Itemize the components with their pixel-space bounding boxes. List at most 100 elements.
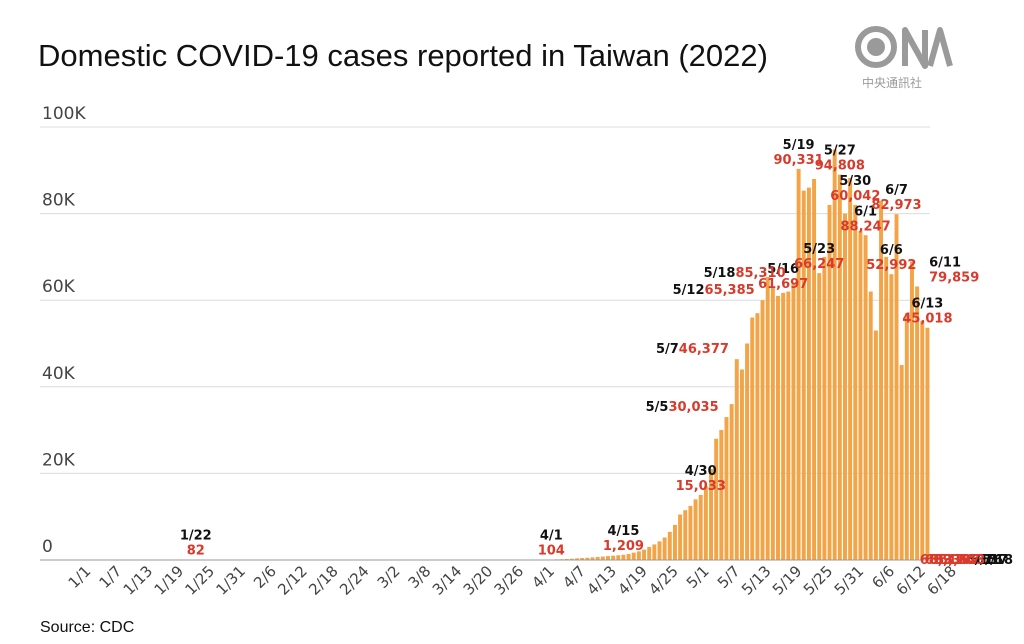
- y-tick-label: 100K: [42, 104, 86, 124]
- data-label-value: 68,939: [920, 553, 970, 568]
- data-label-date: 5/5: [646, 400, 669, 415]
- data-label-date: 5/7: [656, 342, 679, 357]
- data-label: 6/652,992: [866, 243, 916, 273]
- data-label-date: 5/27: [824, 144, 856, 159]
- data-label-value: 1,209: [603, 539, 644, 554]
- x-tick-label: 2/18: [305, 562, 342, 599]
- bar: [894, 214, 899, 560]
- bar: [812, 178, 817, 560]
- bar: [889, 274, 894, 560]
- bar: [719, 429, 724, 560]
- data-label-date: 5/30: [839, 174, 871, 189]
- data-label-value: 55,187: [930, 553, 980, 568]
- y-tick-label: 40K: [42, 364, 76, 384]
- x-tick-label: 4/1: [528, 562, 558, 592]
- bar: [667, 531, 672, 560]
- y-tick-label: 0: [42, 537, 53, 557]
- bar: [765, 276, 770, 560]
- data-label-value: 79,859: [929, 270, 979, 285]
- data-label: 5/18 85,310: [704, 266, 786, 281]
- data-label-date: 6/17: [976, 553, 1008, 568]
- bar: [636, 551, 641, 560]
- bar: [621, 554, 626, 560]
- bar: [791, 282, 796, 560]
- data-label: 5/7 46,377: [656, 342, 729, 357]
- bar: [652, 544, 657, 560]
- bar: [693, 499, 698, 560]
- bar: [925, 327, 930, 560]
- bar: [750, 317, 755, 560]
- bar: [569, 558, 574, 560]
- data-label: 4/151,209: [603, 524, 644, 554]
- data-label-value: 104: [538, 544, 565, 559]
- data-label: 6/188,247: [841, 204, 891, 234]
- data-label-value: 82,973: [871, 198, 921, 213]
- data-label-value: 65,385: [705, 283, 755, 298]
- x-tick-label: 4/19: [614, 562, 651, 599]
- bar: [595, 556, 600, 560]
- bar: [611, 555, 616, 560]
- x-tick-label: 2/12: [274, 562, 311, 599]
- data-label-date: 6/6: [880, 243, 903, 258]
- bar: [580, 558, 585, 560]
- bar: [879, 200, 884, 561]
- bar: [837, 174, 842, 560]
- bar: [786, 291, 791, 560]
- bar: [729, 404, 734, 560]
- bar: [564, 558, 569, 560]
- bar: [724, 417, 729, 560]
- data-label-date: 4/1: [540, 529, 563, 544]
- x-tick-label: 5/25: [800, 562, 837, 599]
- bar: [858, 230, 863, 561]
- x-tick-label: 3/2: [374, 562, 404, 592]
- bar: [873, 330, 878, 560]
- cna-logo: 中央通訊社: [855, 26, 953, 90]
- bar: [575, 558, 580, 560]
- data-label-value: 82: [187, 544, 205, 559]
- y-tick-label: 20K: [42, 450, 76, 470]
- x-tick-label: 2/24: [336, 562, 373, 599]
- x-tick-label: 4/25: [645, 562, 682, 599]
- bar: [806, 187, 811, 560]
- cna-logo-icon: [855, 26, 953, 69]
- bar: [827, 204, 832, 560]
- bar: [739, 369, 744, 560]
- bar: [915, 286, 920, 560]
- bar: [703, 486, 708, 560]
- data-label-value: 45,018: [902, 312, 952, 327]
- x-tick-label: 4/13: [583, 562, 620, 599]
- source-note: Source: CDC: [40, 619, 134, 636]
- bar: [647, 547, 652, 560]
- bar: [909, 261, 914, 560]
- x-tick-label: 1/19: [151, 562, 188, 599]
- cna-logo-dot: [867, 38, 885, 56]
- bar: [709, 469, 713, 560]
- x-tick-label: 3/20: [460, 562, 497, 599]
- bar: [642, 549, 647, 560]
- bar: [616, 555, 621, 560]
- bar: [683, 510, 688, 560]
- data-label-value: 30,035: [668, 400, 718, 415]
- data-label-value: 46,377: [679, 342, 729, 357]
- data-label-value: 63,170: [925, 553, 975, 568]
- data-label-date: 1/22: [180, 529, 212, 544]
- x-tick-label: 1/1: [65, 562, 95, 592]
- bar: [868, 291, 873, 560]
- bar: [796, 168, 801, 560]
- bar: [884, 256, 889, 560]
- x-tick-label: 1/13: [120, 562, 157, 599]
- data-label-value: 66,247: [794, 257, 844, 272]
- bar: [848, 177, 853, 560]
- x-axis: 1/1 1/71/131/191/251/31 2/62/122/182/24 3/2…: [65, 562, 960, 599]
- bar: [657, 541, 662, 560]
